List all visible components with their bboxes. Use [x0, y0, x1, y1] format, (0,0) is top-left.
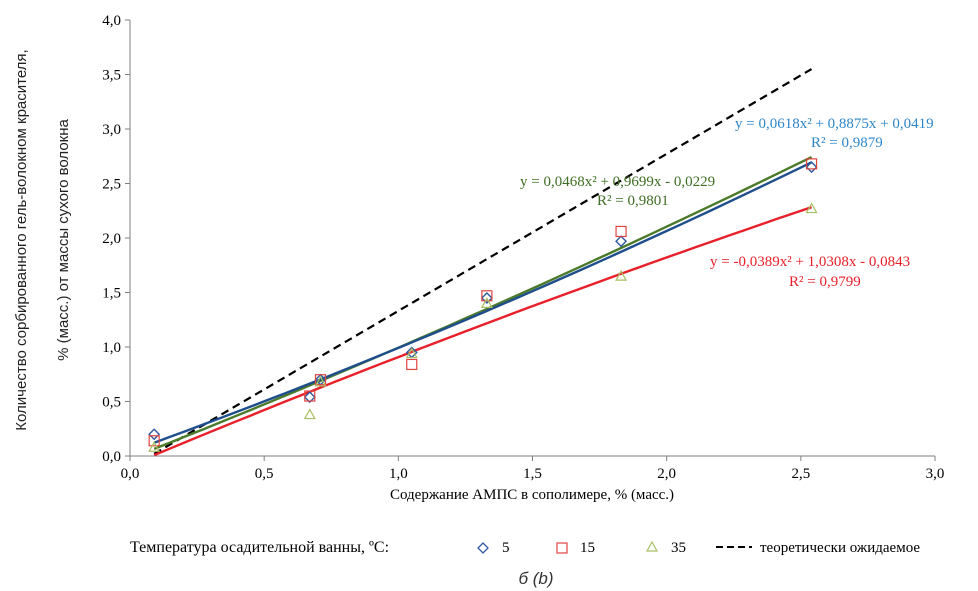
y-ticks: 0,0 0,5 1,0 1,5 2,0 2,5 3,0 3,5 4,0 [102, 13, 130, 465]
trend-line-5 [153, 161, 813, 444]
y-tick-label: 2,5 [102, 177, 121, 193]
point-triangle [615, 269, 628, 281]
legend-item-15: 15 [556, 540, 595, 556]
trend-line-15 [153, 206, 812, 457]
y-tick-label: 1,5 [102, 286, 121, 302]
legend-label-5: 5 [502, 540, 510, 556]
trend-lines-layer [153, 156, 813, 457]
data-points-layer [148, 158, 818, 452]
point-diamond [480, 291, 493, 304]
trend-line-35 [153, 156, 813, 451]
x-tick-label: 0,0 [121, 466, 140, 482]
point-diamond [805, 161, 818, 174]
point-square [406, 358, 418, 371]
r2-t35: R² = 0,9801 [597, 193, 669, 209]
y-tick-label: 0,0 [102, 449, 121, 465]
y-tick-label: 4,0 [102, 13, 121, 29]
legend-square-marker [556, 542, 568, 554]
x-tick-label: 2,5 [791, 466, 810, 482]
y-tick-label: 2,0 [102, 231, 121, 247]
x-tick-label: 1,0 [389, 466, 408, 482]
theoretical-line-layer [153, 68, 813, 455]
legend-item-35: 35 [645, 540, 686, 556]
equation-t5: y = 0,0618x² + 0,8875x + 0,0419 [735, 116, 934, 132]
equation-t35: y = 0,0468x² + 0,9699x - 0,0229 [520, 174, 715, 190]
point-square [314, 374, 327, 386]
point-square [615, 225, 627, 238]
x-tick-label: 1,5 [523, 466, 542, 482]
point-diamond [303, 391, 316, 404]
point-square [304, 390, 316, 402]
legend: Температура осадительной ванны, ºС: 5 15… [130, 539, 920, 556]
y-tick-label: 3,0 [102, 122, 121, 138]
y-tick-label: 0,5 [102, 395, 121, 411]
point-square [805, 158, 818, 170]
point-triangle [148, 441, 161, 452]
point-square [481, 290, 493, 302]
point-triangle [303, 408, 316, 420]
x-tick-label: 2,0 [657, 466, 676, 482]
subtitle: б (b) [518, 569, 553, 588]
legend-item-5: 5 [477, 540, 510, 556]
point-triangle [805, 202, 818, 214]
y-tick-label: 3,5 [102, 68, 121, 84]
r2-t15: R² = 0,9799 [789, 274, 861, 290]
theoretical-line [153, 68, 813, 455]
point-diamond [148, 428, 161, 441]
point-diamond [615, 235, 628, 248]
equation-t15: y = -0,0389x² + 1,0308x - 0,0843 [710, 254, 910, 270]
point-triangle [314, 375, 327, 387]
legend-label-35: 35 [671, 540, 686, 556]
legend-label-15: 15 [580, 540, 595, 556]
y-axis-title-line-1: Количество сорбированного гель-волокном … [13, 49, 30, 430]
legend-diamond-marker [477, 542, 489, 554]
y-tick-label: 1,0 [102, 340, 121, 356]
x-tick-label: 3,0 [926, 466, 945, 482]
point-triangle [480, 297, 493, 308]
x-ticks: 0,0 0,5 1,0 1,5 2,0 2,5 3,0 [121, 456, 945, 482]
legend-triangle-marker [645, 540, 659, 552]
legend-label-theory: теоретически ожидаемое [760, 540, 920, 556]
x-tick-label: 0,5 [255, 466, 274, 482]
point-triangle [405, 347, 418, 359]
point-square [148, 435, 160, 447]
legend-title: Температура осадительной ванны, ºС: [130, 539, 389, 556]
y-axis-title: Количество сорбированного гель-волокном … [13, 49, 72, 430]
r2-t5: R² = 0,9879 [811, 135, 883, 151]
y-axis-title-line-2: % (масс.) от массы сухого волокна [55, 118, 72, 360]
legend-item-theory: теоретически ожидаемое [716, 540, 920, 556]
x-axis-title: Содержание АМПС в сополимере, % (масс.) [390, 487, 674, 503]
